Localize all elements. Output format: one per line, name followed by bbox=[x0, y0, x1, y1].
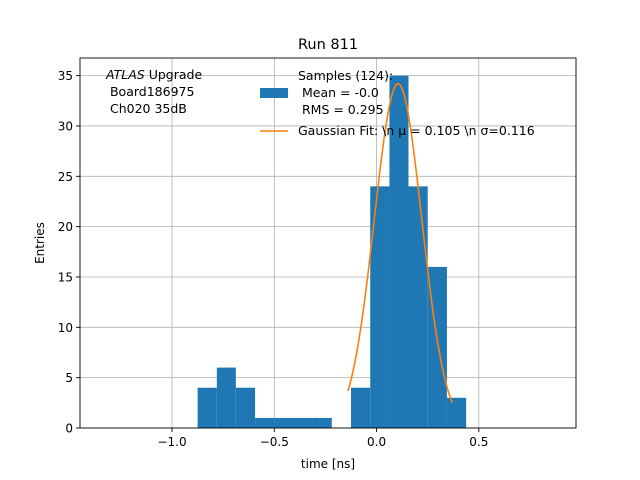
upgrade-label: Upgrade bbox=[145, 67, 203, 82]
x-tick-label: −1.0 bbox=[157, 435, 186, 449]
x-tick-label: −0.5 bbox=[260, 435, 289, 449]
y-tick-label: 0 bbox=[65, 422, 73, 436]
histogram-bar bbox=[216, 367, 236, 428]
histogram-bars bbox=[197, 75, 467, 428]
y-tick-label: 20 bbox=[58, 220, 73, 234]
legend-samples-line3: RMS = 0.295 bbox=[298, 102, 384, 117]
histogram-bar bbox=[274, 417, 294, 428]
y-tick-label: 10 bbox=[58, 321, 73, 335]
y-tick-label: 15 bbox=[58, 270, 73, 284]
histogram-bar bbox=[370, 186, 390, 428]
channel-label: Ch020 35dB bbox=[106, 101, 187, 116]
atlas-annotation: ATLAS Upgrade Board186975 Ch020 35dB bbox=[105, 67, 202, 116]
atlas-label: ATLAS bbox=[105, 67, 145, 82]
x-tick-label: 0.0 bbox=[367, 435, 386, 449]
y-tick-label: 30 bbox=[58, 119, 73, 133]
histogram-bar bbox=[312, 417, 332, 428]
histogram-bar bbox=[408, 186, 428, 428]
legend-samples-swatch bbox=[260, 88, 288, 98]
histogram-bar bbox=[351, 387, 371, 428]
histogram-bar bbox=[389, 75, 409, 428]
gaussian-fit-curve bbox=[347, 82, 454, 403]
board-label: Board186975 bbox=[106, 84, 194, 99]
histogram-bar bbox=[446, 397, 467, 428]
y-axis-label: Entries bbox=[33, 222, 47, 264]
x-tick-label: 0.5 bbox=[469, 435, 488, 449]
y-axis-ticks: 0 5 10 15 20 25 30 35 bbox=[58, 69, 80, 436]
legend-samples-line2: Mean = -0.0 bbox=[298, 85, 379, 100]
chart-title: Run 811 bbox=[298, 37, 358, 53]
svg-text:ATLAS Upgrade: ATLAS Upgrade bbox=[105, 67, 202, 82]
histogram-bar bbox=[197, 387, 217, 428]
histogram-bar bbox=[255, 417, 275, 428]
x-axis-label: time [ns] bbox=[301, 457, 355, 471]
histogram-bar bbox=[293, 417, 313, 428]
y-tick-label: 35 bbox=[58, 69, 73, 83]
y-tick-label: 5 bbox=[65, 371, 73, 385]
legend-samples-line1: Samples (124): bbox=[298, 68, 393, 83]
y-tick-label: 25 bbox=[58, 170, 73, 184]
legend: Samples (124): Mean = -0.0 RMS = 0.295 G… bbox=[260, 68, 535, 138]
x-axis-ticks: −1.0 −0.5 0.0 0.5 bbox=[157, 428, 488, 449]
legend-fit-label: Gaussian Fit: \n μ = 0.105 \n σ=0.116 bbox=[298, 123, 535, 138]
histogram-bar bbox=[235, 387, 256, 428]
plot-frame bbox=[79, 57, 577, 429]
